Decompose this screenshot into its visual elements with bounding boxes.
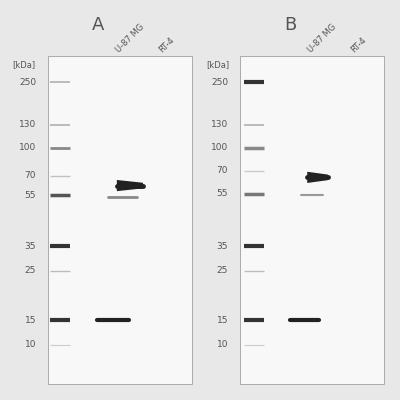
Text: 25: 25 <box>25 266 36 275</box>
Text: 130: 130 <box>211 120 228 129</box>
Text: 10: 10 <box>216 340 228 349</box>
Text: RT-4: RT-4 <box>158 35 176 54</box>
Text: U-87 MG: U-87 MG <box>114 22 146 54</box>
Text: [kDa]: [kDa] <box>206 60 229 69</box>
Text: 100: 100 <box>211 143 228 152</box>
Text: 35: 35 <box>24 242 36 251</box>
Polygon shape <box>307 172 328 183</box>
Text: B: B <box>284 16 296 34</box>
Text: U-87 MG: U-87 MG <box>306 22 338 54</box>
Text: 55: 55 <box>24 191 36 200</box>
Text: A: A <box>92 16 104 34</box>
Text: RT-4: RT-4 <box>350 35 368 54</box>
Text: 35: 35 <box>216 242 228 251</box>
Text: 70: 70 <box>216 166 228 175</box>
Bar <box>240 56 384 384</box>
Polygon shape <box>117 180 143 191</box>
Text: 10: 10 <box>24 340 36 349</box>
Text: 25: 25 <box>217 266 228 275</box>
Text: 15: 15 <box>24 316 36 324</box>
Bar <box>48 56 192 384</box>
Text: 250: 250 <box>211 78 228 87</box>
Text: 15: 15 <box>216 316 228 324</box>
Text: 130: 130 <box>19 120 36 129</box>
Text: [kDa]: [kDa] <box>12 60 35 69</box>
Text: 55: 55 <box>216 189 228 198</box>
Text: 70: 70 <box>24 171 36 180</box>
Text: 100: 100 <box>19 143 36 152</box>
Text: 250: 250 <box>19 78 36 87</box>
